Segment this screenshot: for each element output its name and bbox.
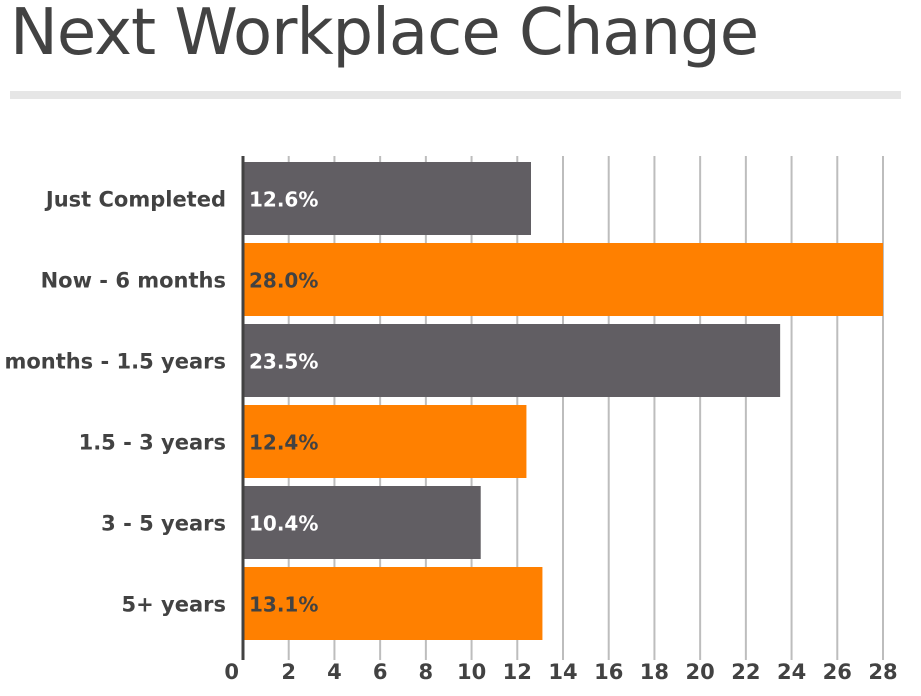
- bar: [243, 405, 527, 478]
- value-label: 28.0%: [249, 269, 318, 293]
- value-label: 13.1%: [249, 593, 318, 617]
- x-tick-label: 26: [823, 660, 852, 684]
- category-label: 6 months - 1.5 years: [0, 350, 226, 374]
- category-labels: Just Completed Now - 6 months 6 months - 1…: [0, 188, 226, 617]
- x-tick-label: 22: [731, 660, 760, 684]
- chart-title: Next Workplace Change: [10, 0, 759, 70]
- x-tick-label: 16: [594, 660, 623, 684]
- value-label: 12.6%: [249, 188, 318, 212]
- category-label: 3 - 5 years: [101, 512, 226, 536]
- category-label: Just Completed: [44, 188, 226, 212]
- x-tick-label: 18: [640, 660, 669, 684]
- x-tick-label: 12: [503, 660, 532, 684]
- x-tick-label: 8: [419, 660, 434, 684]
- value-label: 10.4%: [249, 512, 318, 536]
- x-tick-label: 4: [327, 660, 342, 684]
- category-label: 1.5 - 3 years: [79, 431, 226, 455]
- title-divider: [10, 91, 901, 99]
- bar: [243, 567, 543, 640]
- x-tick-labels: 0 2 4 6 8 10 12 14 16 18 20 22 24 26 28: [224, 660, 897, 684]
- value-label: 23.5%: [249, 350, 318, 374]
- x-tick-label: 28: [868, 660, 897, 684]
- value-label: 12.4%: [249, 431, 318, 455]
- x-tick-label: 10: [457, 660, 486, 684]
- x-tick-label: 2: [281, 660, 296, 684]
- bar: [243, 486, 481, 559]
- bar: [243, 243, 883, 316]
- bar: [243, 324, 781, 397]
- x-tick-label: 0: [224, 660, 239, 684]
- category-label: 5+ years: [122, 593, 226, 617]
- value-labels: 12.6% 28.0% 23.5% 12.4% 10.4% 13.1%: [249, 188, 318, 617]
- bars: [243, 162, 883, 640]
- x-tick-label: 6: [373, 660, 388, 684]
- x-tick-label: 24: [777, 660, 806, 684]
- x-tick-label: 14: [548, 660, 577, 684]
- bar: [243, 162, 531, 235]
- x-tick-label: 20: [686, 660, 715, 684]
- category-label: Now - 6 months: [41, 269, 226, 293]
